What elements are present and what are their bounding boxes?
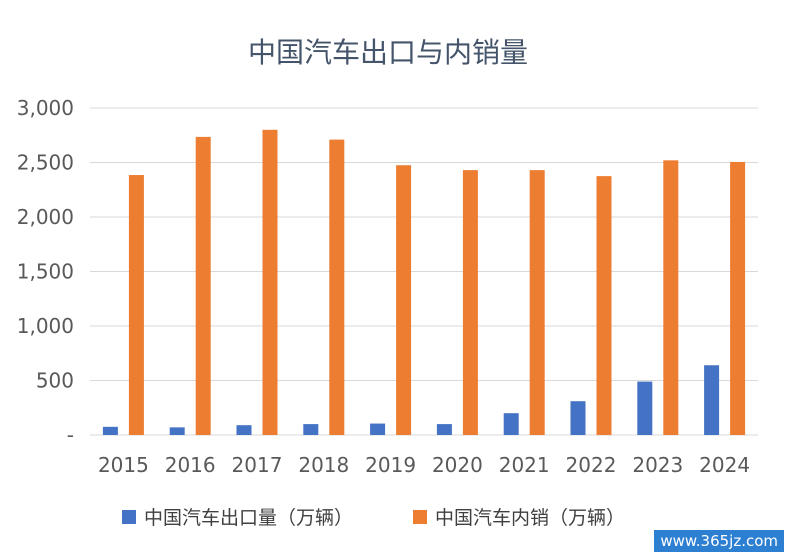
bar [503, 413, 519, 435]
x-tick-label: 2017 [232, 453, 283, 477]
bar [462, 170, 478, 435]
legend: 中国汽车出口量（万辆） 中国汽车内销（万辆） [122, 507, 625, 529]
bar [262, 129, 278, 436]
bar [529, 170, 545, 435]
y-tick-label: 1,500 [17, 260, 74, 284]
x-tick-label: 2024 [699, 453, 750, 477]
y-axis-ticks: - 500 1,000 1,500 2,000 2,500 3,000 [17, 96, 74, 447]
legend-swatch [413, 510, 427, 524]
bar [128, 175, 144, 435]
bar [704, 365, 720, 435]
bar [329, 139, 345, 436]
x-tick-label: 2016 [165, 453, 216, 477]
bar [396, 165, 412, 435]
watermark: www.365jz.com [654, 530, 784, 552]
legend-swatch [122, 510, 136, 524]
chart-title: 中国汽车出口与内销量 [248, 36, 528, 69]
y-tick-label: 500 [36, 369, 74, 393]
bar [303, 424, 319, 435]
bar [195, 136, 211, 435]
y-tick-label: 1,000 [17, 314, 74, 338]
bar [663, 160, 679, 435]
legend-label: 中国汽车出口量（万辆） [144, 507, 353, 529]
x-tick-label: 2020 [432, 453, 483, 477]
bar [570, 401, 586, 435]
x-tick-label: 2022 [566, 453, 617, 477]
legend-label: 中国汽车内销（万辆） [435, 507, 625, 529]
bar [236, 425, 252, 435]
bar [436, 424, 452, 435]
bars [102, 129, 746, 436]
gridlines [90, 107, 758, 436]
x-axis-ticks: 2015 2016 2017 2018 2019 2020 2021 2022 2023 2024 [98, 453, 750, 477]
x-tick-label: 2023 [632, 453, 683, 477]
bar [596, 176, 612, 435]
y-tick-label: 2,500 [17, 151, 74, 175]
x-tick-label: 2015 [98, 453, 149, 477]
y-tick-label: 3,000 [17, 96, 74, 120]
x-tick-label: 2019 [365, 453, 416, 477]
bar [637, 381, 653, 435]
x-tick-label: 2018 [298, 453, 349, 477]
x-tick-label: 2021 [499, 453, 550, 477]
y-tick-label: - [67, 423, 74, 447]
bar [102, 426, 118, 435]
bar [730, 161, 746, 435]
bar [370, 423, 386, 435]
y-tick-label: 2,000 [17, 205, 74, 229]
bar [169, 427, 185, 435]
